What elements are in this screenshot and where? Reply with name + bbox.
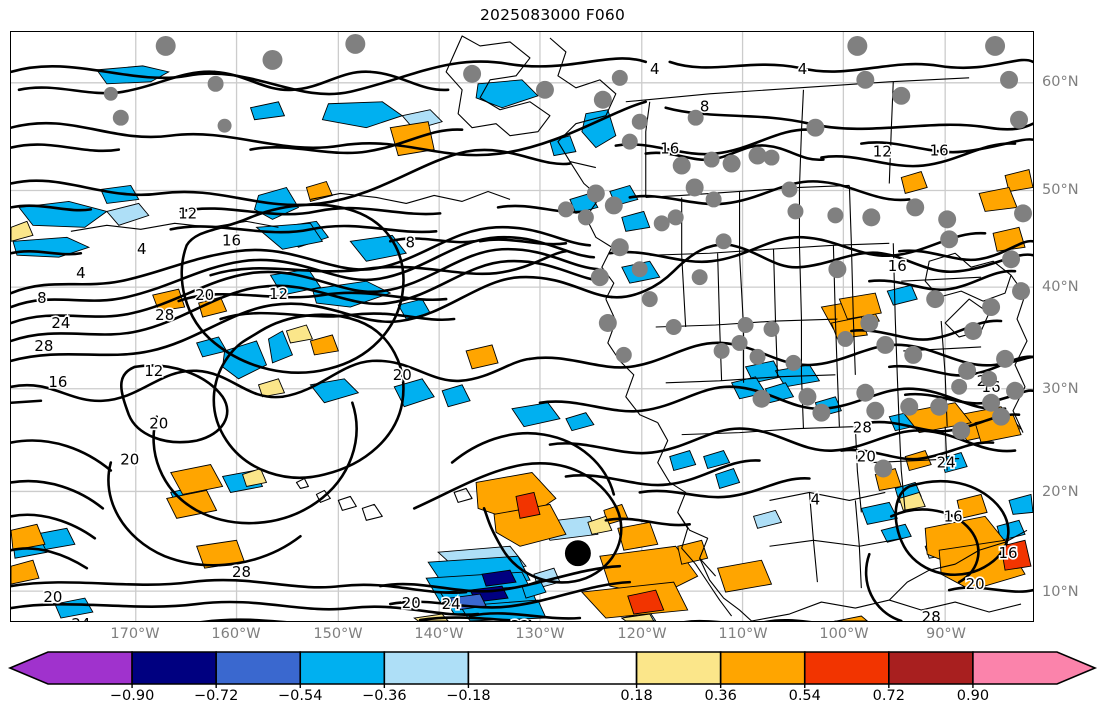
contour-label: 28 — [232, 563, 251, 581]
contour-label: 12 — [269, 285, 288, 303]
contour-label: 20 — [966, 575, 985, 593]
contour-label: 16 — [222, 231, 241, 249]
colorbar-segment[interactable] — [299, 651, 386, 685]
contour-label: 20 — [149, 415, 168, 433]
contour-label: 4 — [811, 490, 821, 508]
page-title: 2025083000 F060 — [479, 6, 626, 24]
map-plot: 4 4 8 8 8 4 4 16 12 16 16 16 12 16 12 20 24 28 28 16 12 20 20 2… — [11, 32, 1033, 621]
colorbar-swatches[interactable] — [0, 648, 1105, 688]
colorbar-segment[interactable] — [7, 651, 133, 685]
contour-lines — [11, 57, 1033, 621]
colorbar-segment[interactable] — [719, 651, 806, 685]
contour-label: 4 — [76, 264, 86, 282]
colorbar-segment[interactable] — [467, 651, 638, 685]
colorbar-segment[interactable] — [635, 651, 722, 685]
contour-label: 8 — [37, 289, 47, 307]
ytick-20N: 20°N — [1042, 484, 1079, 500]
ytick-40N: 40°N — [1042, 279, 1079, 295]
contour-label: 4 — [798, 60, 808, 78]
colorbar-segment[interactable] — [215, 651, 302, 685]
station-markers — [103, 33, 1033, 478]
colorbar-tick-label: 0.36 — [704, 688, 737, 704]
xtick-100W: 100°W — [819, 626, 869, 642]
contour-label: 8 — [405, 233, 415, 251]
contour-label: 32 — [510, 617, 529, 621]
contour-label: 28 — [34, 337, 53, 355]
contour-label: 16 — [930, 142, 949, 160]
contour-label: 12 — [144, 362, 163, 380]
contour-label: 28 — [853, 419, 872, 437]
colorbar-tick-label: 0.18 — [620, 688, 653, 704]
xtick-170W: 170°W — [110, 626, 160, 642]
contour-label: 20 — [120, 451, 139, 469]
colorbar-tick-label: 0.72 — [872, 688, 905, 704]
contour-label: 12 — [873, 143, 892, 161]
colorbar-tick-marks — [131, 684, 974, 688]
colorbar-segment[interactable] — [383, 651, 470, 685]
contour-label: 4 — [137, 240, 147, 258]
contour-label: 28 — [155, 306, 174, 324]
contour-label: 16 — [48, 373, 67, 391]
contour-label: 20 — [393, 366, 412, 384]
contour-label: 20 — [402, 594, 421, 612]
contour-label: 24 — [442, 595, 461, 613]
contour-label: 32 — [679, 620, 698, 621]
colorbar-tick-label: −0.54 — [278, 688, 323, 704]
colorbar-tick-label: −0.36 — [362, 688, 407, 704]
xtick-130W: 130°W — [515, 626, 565, 642]
colorbar-tick-label: 0.54 — [788, 688, 821, 704]
contour-label: 16 — [944, 507, 963, 525]
colorbar-segment[interactable] — [972, 651, 1098, 685]
xtick-110W: 110°W — [718, 626, 768, 642]
xtick-160W: 160°W — [211, 626, 261, 642]
contour-label: 8 — [700, 98, 710, 116]
contour-label: 12 — [178, 204, 197, 222]
xtick-150W: 150°W — [313, 626, 363, 642]
colorbar-tick-label: −0.90 — [109, 688, 155, 704]
storm-center-marker[interactable] — [564, 540, 591, 567]
contour-label: 16 — [999, 544, 1018, 562]
contour-label: 28 — [922, 608, 941, 621]
xtick-90W: 90°W — [925, 626, 967, 642]
colorbar-tick-label: −0.18 — [446, 688, 491, 704]
colorbar-tick-label: −0.72 — [193, 688, 239, 704]
xtick-120W: 120°W — [617, 626, 667, 642]
colorbar-cells[interactable] — [7, 651, 1098, 685]
ytick-50N: 50°N — [1042, 182, 1079, 198]
colorbar-segment[interactable] — [888, 651, 974, 685]
contour-label: 20 — [43, 588, 62, 606]
ytick-30N: 30°N — [1042, 381, 1079, 397]
xtick-140W: 140°W — [414, 626, 464, 642]
contour-label: 16 — [660, 140, 679, 158]
contour-label: 24 — [937, 454, 956, 472]
map-axes[interactable]: 4 4 8 8 8 4 4 16 12 16 16 16 12 16 12 20 24 28 28 16 12 20 20 2… — [10, 31, 1034, 622]
colorbar[interactable]: −0.90 −0.72 −0.54 −0.36 −0.18 0.18 0.36 0.54 0.7… — [0, 648, 1105, 712]
colorbar-tick-label: 0.90 — [956, 688, 990, 704]
ytick-60N: 60°N — [1042, 74, 1079, 90]
map-clip: 4 4 8 8 8 4 4 16 12 16 16 16 12 16 12 20 24 28 28 16 12 20 20 2… — [11, 32, 1033, 621]
contour-label: 24 — [71, 615, 90, 621]
contour-label: 20 — [195, 286, 214, 304]
contour-label: 4 — [650, 60, 660, 78]
shaded-anomaly-negative — [12, 65, 1033, 621]
ytick-10N: 10°N — [1042, 584, 1079, 600]
colorbar-segment[interactable] — [131, 651, 217, 685]
contour-label: 24 — [51, 314, 70, 332]
contour-label: 20 — [857, 448, 876, 466]
colorbar-segment[interactable] — [803, 651, 890, 685]
contour-label: 16 — [888, 257, 907, 275]
